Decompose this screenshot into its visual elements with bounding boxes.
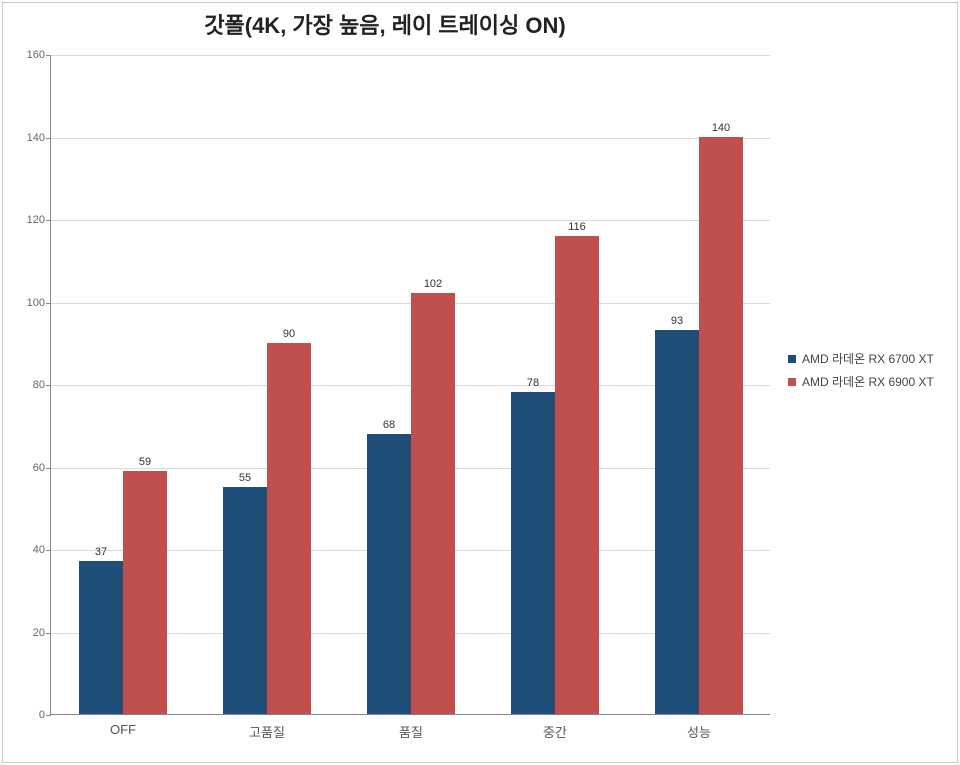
bar-value-label: 68 [369,419,409,431]
y-tick-mark [46,468,51,469]
y-tick-label: 100 [15,297,45,309]
x-category-label: 성능 [687,722,711,741]
y-tick-mark [46,220,51,221]
bar-value-label: 90 [269,328,309,340]
x-category-label: OFF [110,722,136,737]
bar-value-label: 116 [557,221,597,233]
x-category-label: 품질 [399,722,423,741]
x-category-label: 고품질 [249,722,285,741]
bar-value-label: 59 [125,456,165,468]
bar: 140 [699,137,743,715]
bar-value-label: 140 [701,122,741,134]
bar-group: 5590 [223,55,311,714]
bar-value-label: 93 [657,315,697,327]
bar: 68 [367,434,411,715]
y-tick-mark [46,385,51,386]
legend-swatch [788,355,796,363]
bar: 93 [655,330,699,714]
bar: 37 [79,561,123,714]
legend-item: AMD 라데온 RX 6900 XT [788,373,934,390]
y-tick-label: 160 [15,49,45,61]
legend-label: AMD 라데온 RX 6700 XT [802,350,934,367]
bar-value-label: 102 [413,278,453,290]
y-tick-mark [46,550,51,551]
y-tick-label: 0 [15,709,45,721]
y-tick-label: 80 [15,379,45,391]
legend-item: AMD 라데온 RX 6700 XT [788,350,934,367]
y-tick-label: 140 [15,132,45,144]
bar-group: 93140 [655,55,743,714]
y-tick-mark [46,303,51,304]
y-tick-mark [46,633,51,634]
y-tick-mark [46,138,51,139]
plot-area: 0204060801001201401603759OFF5590고품질68102… [50,55,770,715]
y-tick-mark [46,715,51,716]
legend-label: AMD 라데온 RX 6900 XT [802,373,934,390]
y-tick-label: 20 [15,627,45,639]
bar-group: 68102 [367,55,455,714]
bar-value-label: 55 [225,472,265,484]
bar: 90 [267,343,311,714]
bar-group: 3759 [79,55,167,714]
y-tick-label: 60 [15,462,45,474]
legend: AMD 라데온 RX 6700 XT AMD 라데온 RX 6900 XT [788,350,934,396]
bar: 55 [223,487,267,714]
bar-group: 78116 [511,55,599,714]
chart-title: 갓폴(4K, 가장 높음, 레이 트레이싱 ON) [0,8,770,40]
chart-container: 갓폴(4K, 가장 높음, 레이 트레이싱 ON) 02040608010012… [0,0,960,765]
bar-value-label: 78 [513,377,553,389]
x-category-label: 중간 [543,722,567,741]
y-tick-label: 40 [15,544,45,556]
legend-swatch [788,378,796,386]
bar: 102 [411,293,455,714]
bar: 78 [511,392,555,714]
bar: 59 [123,471,167,714]
y-tick-label: 120 [15,214,45,226]
bar-value-label: 37 [81,546,121,558]
bar: 116 [555,236,599,715]
y-tick-mark [46,55,51,56]
